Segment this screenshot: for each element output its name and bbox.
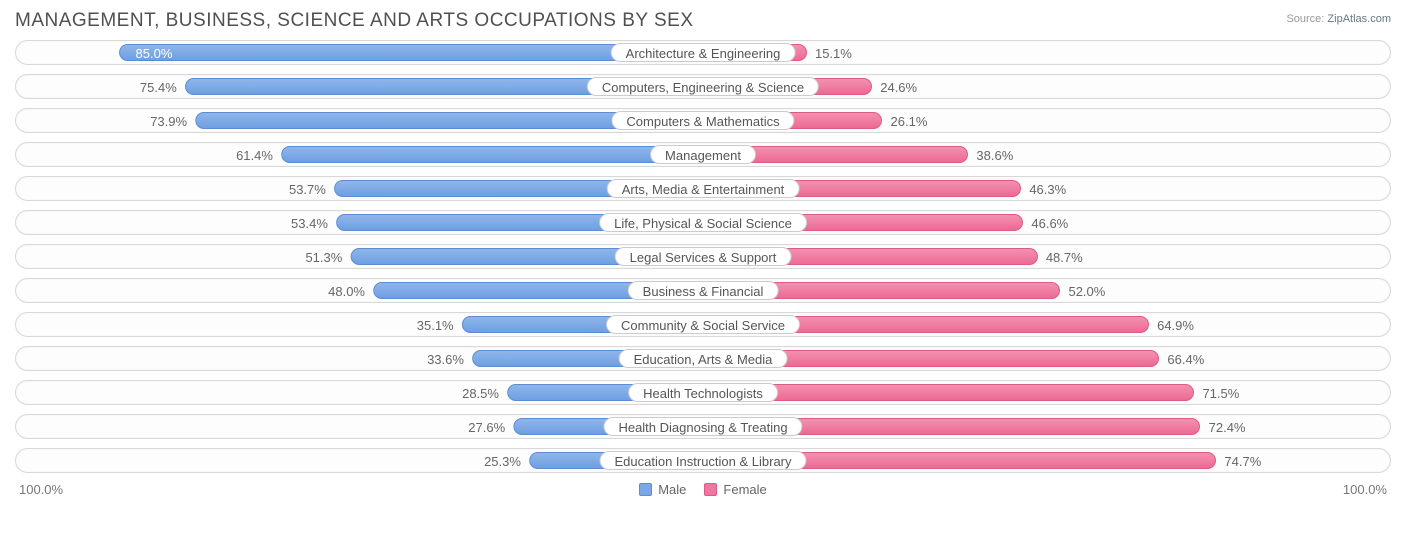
category-label: Community & Social Service <box>606 315 800 334</box>
legend-female: Female <box>704 482 766 497</box>
legend-female-label: Female <box>723 482 766 497</box>
female-value: 26.1% <box>891 109 928 134</box>
female-value: 64.9% <box>1157 313 1194 338</box>
male-value: 28.5% <box>462 381 499 406</box>
bar-row: 33.6% 66.4% Education, Arts & Media <box>15 346 1391 371</box>
category-label: Business & Financial <box>628 281 779 300</box>
bar-row: 73.9% 26.1% Computers & Mathematics <box>15 108 1391 133</box>
male-value: 35.1% <box>417 313 454 338</box>
category-label: Computers, Engineering & Science <box>587 77 819 96</box>
legend-male: Male <box>639 482 686 497</box>
category-label: Legal Services & Support <box>615 247 792 266</box>
bar-row: 85.0% 15.1% Architecture & Engineering <box>15 40 1391 65</box>
female-value: 46.6% <box>1031 211 1068 236</box>
bar-row: 75.4% 24.6% Computers, Engineering & Scien… <box>15 74 1391 99</box>
legend: Male Female <box>639 482 767 497</box>
category-label: Health Technologists <box>628 383 778 402</box>
header: MANAGEMENT, BUSINESS, SCIENCE AND ARTS O… <box>15 10 1391 32</box>
male-value: 51.3% <box>305 245 342 270</box>
category-label: Arts, Media & Entertainment <box>607 179 800 198</box>
bar-row: 35.1% 64.9% Community & Social Service <box>15 312 1391 337</box>
source-label: Source: <box>1286 13 1324 25</box>
female-value: 72.4% <box>1209 415 1246 440</box>
category-label: Computers & Mathematics <box>611 111 794 130</box>
source-name: ZipAtlas.com <box>1327 13 1391 25</box>
female-value: 24.6% <box>880 75 917 100</box>
male-value: 75.4% <box>140 75 177 100</box>
category-label: Education Instruction & Library <box>599 451 806 470</box>
bar-row: 27.6% 72.4% Health Diagnosing & Treating <box>15 414 1391 439</box>
female-value: 71.5% <box>1202 381 1239 406</box>
bar-row: 28.5% 71.5% Health Technologists <box>15 380 1391 405</box>
male-value: 53.4% <box>291 211 328 236</box>
bar-row: 61.4% 38.6% Management <box>15 142 1391 167</box>
female-value: 46.3% <box>1029 177 1066 202</box>
male-value: 27.6% <box>468 415 505 440</box>
female-swatch-icon <box>704 483 717 496</box>
category-label: Management <box>650 145 756 164</box>
bar-row: 51.3% 48.7% Legal Services & Support <box>15 244 1391 269</box>
category-label: Education, Arts & Media <box>619 349 788 368</box>
diverging-bar-chart: 85.0% 15.1% Architecture & Engineering 75.4… <box>15 40 1391 473</box>
source-attribution: Source: ZipAtlas.com <box>1286 10 1391 25</box>
bar-row: 53.7% 46.3% Arts, Media & Entertainment <box>15 176 1391 201</box>
male-value: 53.7% <box>289 177 326 202</box>
female-value: 66.4% <box>1167 347 1204 372</box>
category-label: Life, Physical & Social Science <box>599 213 807 232</box>
bar-row: 53.4% 46.6% Life, Physical & Social Scienc… <box>15 210 1391 235</box>
female-value: 15.1% <box>815 41 852 66</box>
bar-row: 25.3% 74.7% Education Instruction & Librar… <box>15 448 1391 473</box>
legend-male-label: Male <box>658 482 686 497</box>
female-value: 74.7% <box>1224 449 1261 474</box>
female-value: 38.6% <box>976 143 1013 168</box>
male-bar <box>281 146 703 163</box>
female-value: 52.0% <box>1068 279 1105 304</box>
male-value: 85.0% <box>136 41 173 66</box>
male-swatch-icon <box>639 483 652 496</box>
chart-title: MANAGEMENT, BUSINESS, SCIENCE AND ARTS O… <box>15 10 694 32</box>
axis-left-label: 100.0% <box>19 482 63 497</box>
category-label: Architecture & Engineering <box>611 43 796 62</box>
category-label: Health Diagnosing & Treating <box>603 417 802 436</box>
male-value: 33.6% <box>427 347 464 372</box>
female-value: 48.7% <box>1046 245 1083 270</box>
male-value: 25.3% <box>484 449 521 474</box>
male-value: 48.0% <box>328 279 365 304</box>
male-value: 61.4% <box>236 143 273 168</box>
axis-right-label: 100.0% <box>1343 482 1387 497</box>
male-value: 73.9% <box>150 109 187 134</box>
chart-footer: 100.0% Male Female 100.0% <box>15 482 1391 497</box>
bar-row: 48.0% 52.0% Business & Financial <box>15 278 1391 303</box>
